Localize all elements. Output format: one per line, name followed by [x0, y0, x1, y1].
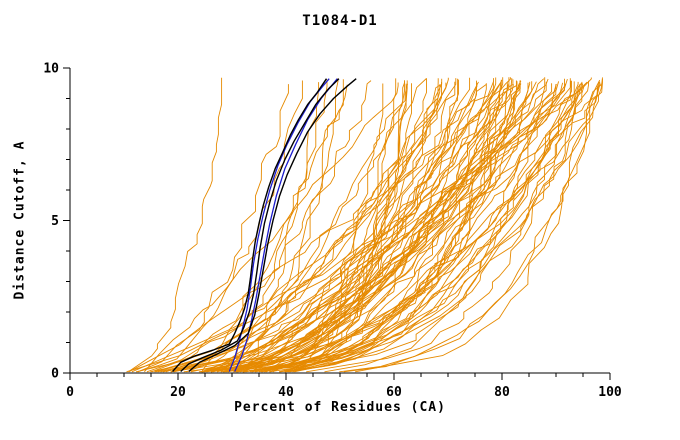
model-curve [211, 84, 585, 373]
model-curve [238, 83, 408, 373]
model-curve [286, 78, 439, 373]
model-curve [202, 78, 427, 373]
chart-title: T1084-D1 [302, 13, 378, 29]
y-tick-label: 0 [51, 367, 59, 382]
model-curve [237, 79, 514, 373]
model-curve [170, 84, 441, 373]
model-curve [151, 80, 372, 373]
model-curve [254, 82, 502, 373]
model-curve [260, 80, 522, 373]
model-curve [243, 79, 503, 373]
ticks [63, 67, 611, 380]
model-curve [170, 78, 565, 373]
highlight-curve-black [172, 78, 328, 372]
y-tick-label: 5 [51, 214, 59, 229]
model-curve [128, 81, 518, 373]
model-curve [144, 82, 399, 373]
x-tick-label: 80 [494, 385, 510, 400]
model-curve [278, 82, 529, 373]
model-curve [206, 83, 557, 373]
model-curve [279, 78, 513, 373]
model-curve [204, 84, 442, 373]
model-curve [234, 77, 511, 373]
model-curve [339, 81, 600, 373]
model-curve [233, 82, 442, 373]
model-curve [306, 81, 583, 373]
model-curve [285, 83, 581, 373]
model-curve [137, 84, 289, 373]
x-tick-label: 100 [598, 385, 622, 400]
model-curve [220, 78, 427, 373]
model-curve [249, 78, 494, 373]
model-curve [265, 83, 384, 373]
model-curve [261, 78, 459, 373]
model-curve [165, 82, 447, 373]
ensemble-curves [126, 77, 603, 373]
model-curve [251, 81, 579, 373]
model-curve [285, 81, 406, 373]
x-tick-label: 60 [386, 385, 402, 400]
model-curve [201, 78, 339, 373]
model-curve [202, 79, 344, 373]
model-curve [157, 84, 598, 373]
highlight-curve-blue [234, 78, 338, 372]
x-tick-label: 20 [170, 385, 186, 400]
x-axis-label: Percent of Residues (CA) [234, 400, 446, 415]
model-curve [237, 81, 494, 373]
x-tick-label: 40 [278, 385, 294, 400]
model-curve [202, 83, 520, 373]
model-curve [204, 83, 584, 373]
model-curve [223, 81, 575, 373]
model-curve [201, 84, 348, 373]
model-curve [128, 77, 223, 373]
model-curve [135, 78, 457, 373]
model-curve [171, 79, 328, 373]
black-highlight-curves [172, 78, 357, 373]
tick-labels: 0 20 40 60 80 100 0 5 10 [43, 62, 622, 401]
highlight-curve-black [188, 78, 357, 373]
model-curve [280, 80, 589, 373]
model-curve [355, 78, 603, 373]
highlight-curve-black [180, 78, 340, 373]
model-curve [201, 83, 553, 373]
model-curve [186, 77, 449, 373]
x-tick-label: 0 [66, 385, 74, 400]
model-curve [137, 80, 303, 373]
model-curve [284, 77, 603, 373]
model-curve [162, 81, 547, 373]
model-curve [212, 83, 478, 373]
model-curve [343, 79, 601, 373]
model-curve [160, 81, 479, 373]
model-curve [146, 83, 487, 373]
model-curve [269, 82, 508, 373]
model-curve [239, 81, 456, 373]
model-curve [226, 80, 572, 373]
y-tick-label: 10 [43, 62, 59, 77]
